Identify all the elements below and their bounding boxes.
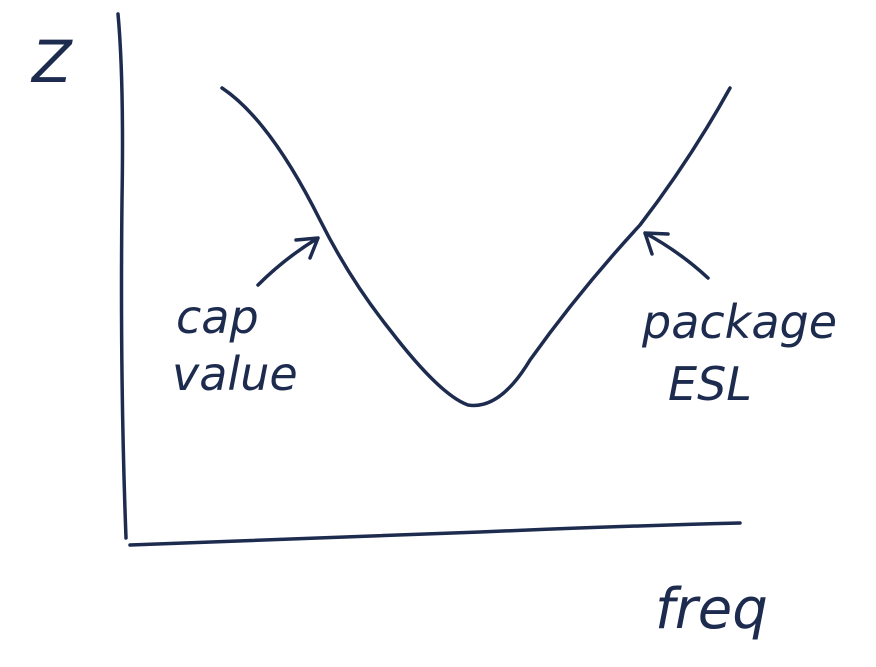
impedance-curve [222, 88, 730, 405]
x-axis [130, 523, 740, 545]
annotation-arrow [645, 233, 708, 278]
diagram: Z freq cap value package ESL [0, 0, 876, 667]
annotation-text: cap [176, 290, 259, 344]
annotation-text: value [172, 347, 298, 401]
x-axis-label: freq [655, 577, 768, 642]
annotation-text: package [641, 295, 837, 349]
page: Z freq cap value package ESL (() => { co… [0, 0, 876, 667]
y-axis [118, 14, 126, 538]
y-axis-label: Z [30, 28, 73, 96]
annotation-arrow [258, 238, 318, 285]
annotation-text: ESL [668, 357, 752, 411]
